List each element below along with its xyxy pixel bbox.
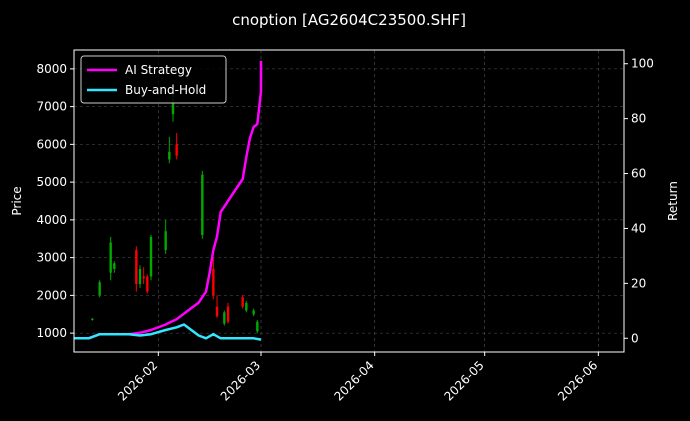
candle-body bbox=[91, 318, 94, 320]
y-tick-label-left: 2000 bbox=[36, 288, 67, 302]
candle-body bbox=[241, 297, 244, 307]
candle-body bbox=[149, 236, 153, 277]
candle-body bbox=[164, 231, 167, 251]
y-tick-label-left: 7000 bbox=[36, 100, 67, 114]
y-tick-label-left: 5000 bbox=[36, 175, 67, 189]
candle-body bbox=[113, 263, 116, 269]
y-tick-label-right: 80 bbox=[631, 112, 646, 126]
y-tick-label-left: 8000 bbox=[36, 62, 67, 76]
candle-layer bbox=[91, 83, 259, 334]
y-tick-label-right: 0 bbox=[631, 331, 639, 345]
candle-body bbox=[201, 174, 204, 235]
candle-body bbox=[215, 306, 219, 317]
y-tick-label-left: 6000 bbox=[36, 137, 67, 151]
candle-body bbox=[245, 302, 248, 311]
candle-body bbox=[146, 276, 149, 292]
candle-body bbox=[142, 276, 145, 279]
plot-frame bbox=[73, 49, 625, 353]
candle-body bbox=[226, 306, 230, 322]
chart-title: cnoption [AG2604C23500.SHF] bbox=[232, 11, 466, 29]
y-tick-label-left: 3000 bbox=[36, 251, 67, 265]
y-tick-label-right: 40 bbox=[631, 221, 646, 235]
legend: AI Strategy Buy-and-Hold bbox=[80, 55, 227, 104]
line-layer bbox=[74, 61, 263, 341]
candle-body bbox=[98, 282, 101, 296]
y-tick-label-right: 60 bbox=[631, 167, 646, 181]
y-tick-label-left: 1000 bbox=[36, 326, 67, 340]
candle-body bbox=[256, 321, 259, 332]
legend-label-buy-and-hold: Buy-and-Hold bbox=[125, 83, 206, 97]
y-axis-label-right: Return bbox=[666, 181, 680, 221]
candle-body bbox=[223, 312, 226, 324]
legend-box bbox=[80, 55, 227, 104]
y-tick-label-right: 20 bbox=[631, 276, 646, 290]
candle-body bbox=[212, 268, 215, 296]
candle-body bbox=[138, 268, 142, 285]
legend-label-ai-strategy: AI Strategy bbox=[125, 63, 192, 77]
candle-body bbox=[135, 250, 138, 285]
candle-body bbox=[109, 242, 112, 273]
candle-body bbox=[168, 151, 171, 160]
y-axis-label-left: Price bbox=[10, 186, 24, 215]
buy-and-hold-line bbox=[74, 323, 262, 341]
candle-body bbox=[252, 310, 255, 315]
y-tick-label-left: 4000 bbox=[36, 213, 67, 227]
candle-body bbox=[171, 102, 175, 115]
y-tick-label-right: 100 bbox=[631, 57, 654, 71]
candle-body bbox=[175, 144, 178, 156]
